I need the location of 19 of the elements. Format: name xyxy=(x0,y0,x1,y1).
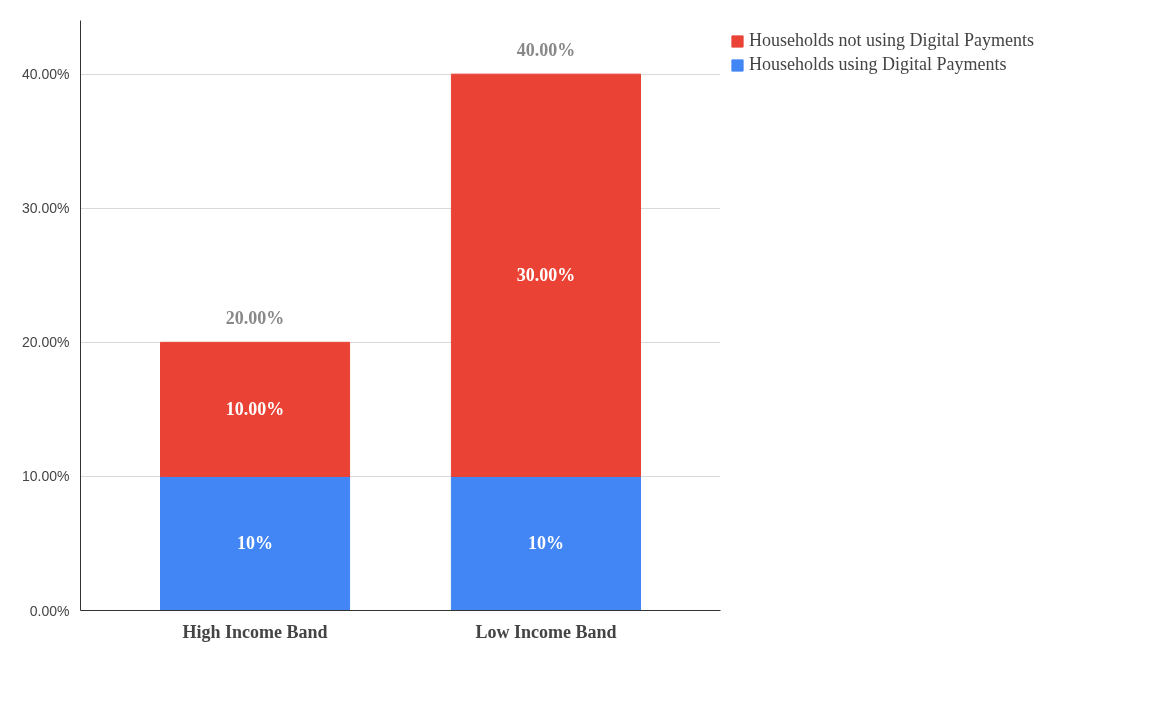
data-label: 10% xyxy=(237,533,274,554)
y-tick-label: 40.00% xyxy=(22,66,70,83)
legend-label: Households not using Digital Payments xyxy=(749,30,1034,51)
legend-label: Households using Digital Payments xyxy=(749,54,1007,75)
x-tick-label: High Income Band xyxy=(182,621,328,642)
y-tick-label: 10.00% xyxy=(22,468,70,485)
bar xyxy=(450,475,641,611)
data-label: 10.00% xyxy=(225,399,285,420)
bar xyxy=(450,73,641,477)
y-tick-label: 20.00% xyxy=(22,334,70,351)
bar xyxy=(160,475,351,611)
bar xyxy=(160,341,351,477)
data-label: 30.00% xyxy=(516,265,576,286)
y-tick-label: 30.00% xyxy=(22,200,70,217)
y-tick-label: 0.00% xyxy=(29,602,70,619)
data-label: 10% xyxy=(527,533,564,554)
total-label: 20.00% xyxy=(225,308,285,329)
x-tick-label: Low Income Band xyxy=(475,621,617,642)
total-label: 40.00% xyxy=(516,40,576,61)
